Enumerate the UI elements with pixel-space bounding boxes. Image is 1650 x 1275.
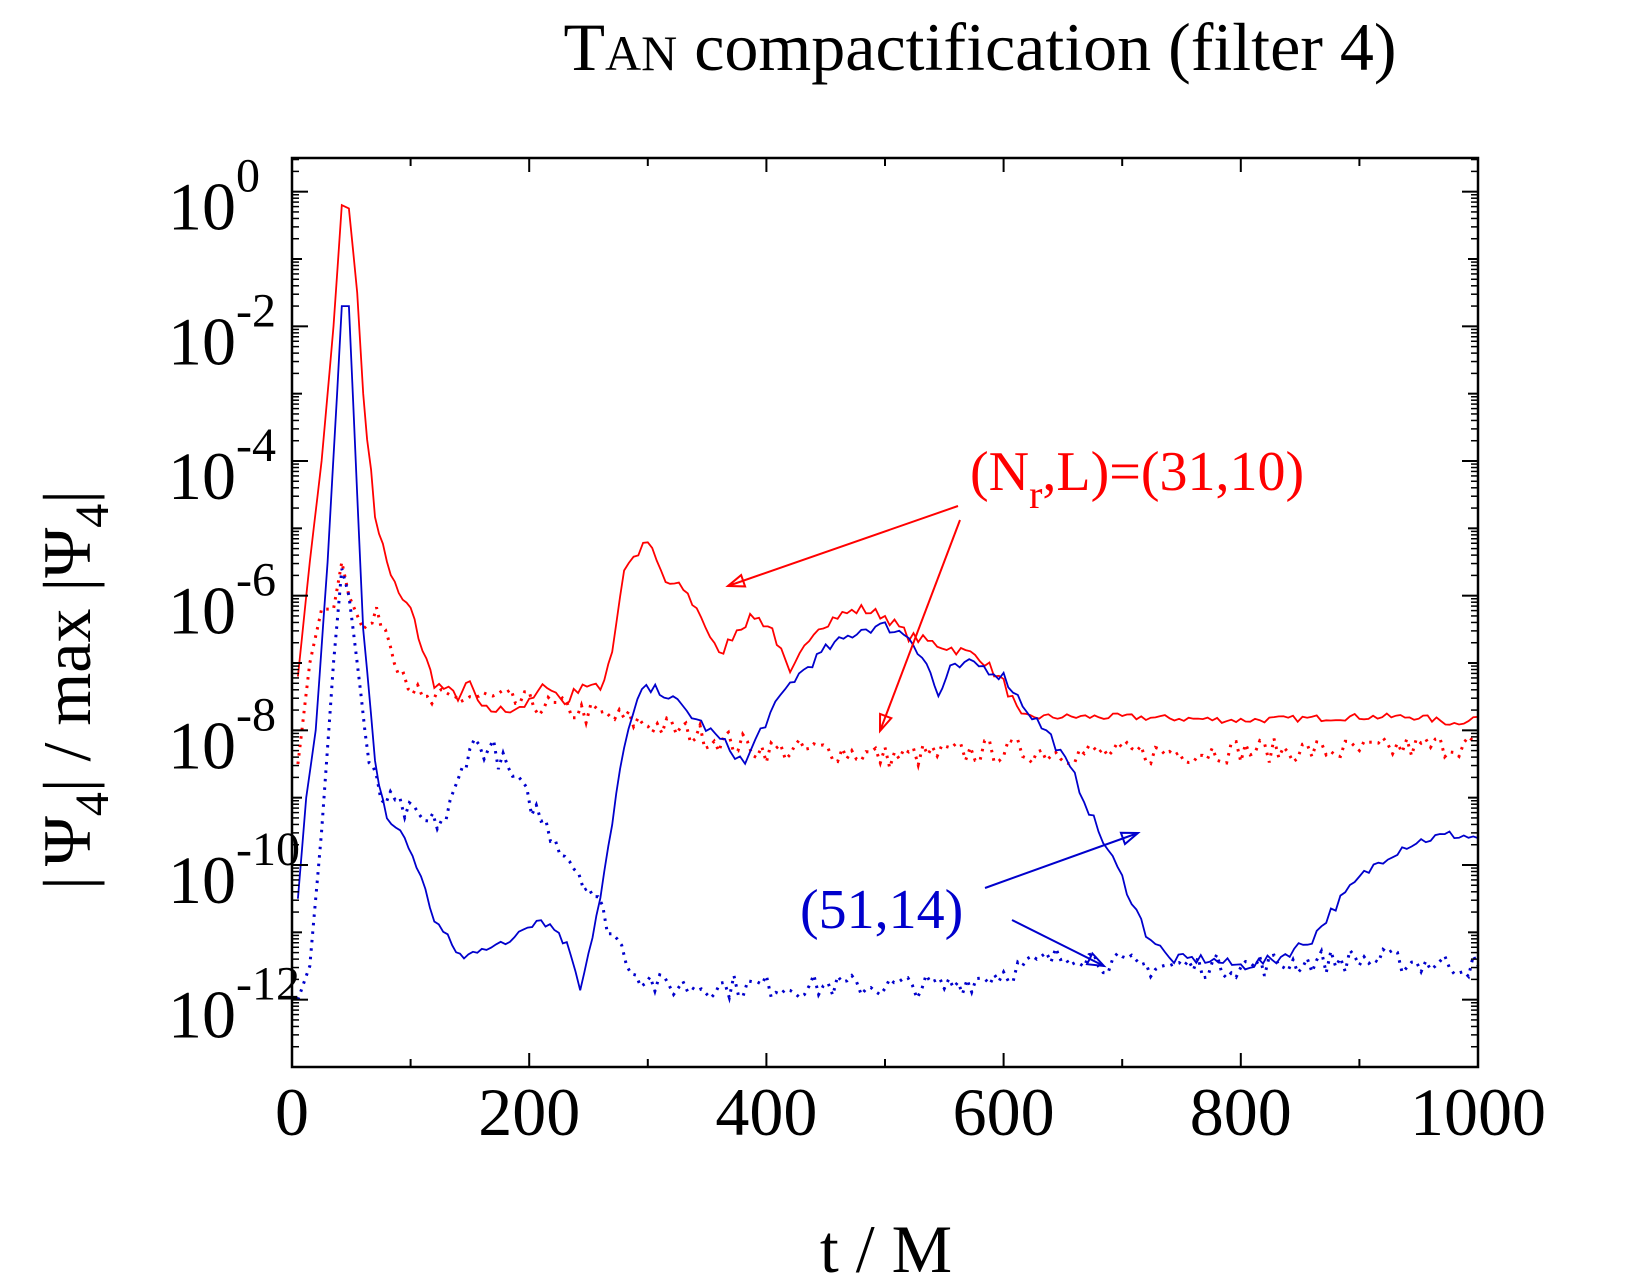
annotation-arrow <box>984 832 1139 889</box>
y-tick-label: 100 <box>168 150 260 245</box>
annotation-arrow <box>879 519 961 732</box>
x-tick-label: 1000 <box>1410 1074 1546 1150</box>
y-tick-label: 10-2 <box>168 284 276 379</box>
y-label-part: Ψ <box>29 816 105 866</box>
y-label-part: | <box>29 876 105 890</box>
annotation-blue: (51,14) <box>800 879 963 941</box>
y-label-part: 4 <box>66 792 119 816</box>
chart-title-part3: compactification (filter 4) <box>677 9 1396 85</box>
x-tick-label: 200 <box>478 1074 580 1150</box>
y-axis-label: |Ψ4| / max |Ψ4| <box>29 490 119 890</box>
series-line <box>296 568 1480 1002</box>
y-tick-label: 10-4 <box>168 419 276 514</box>
y-tick-label: 10-8 <box>168 688 276 783</box>
y-tick-label: 10-12 <box>168 958 300 1053</box>
y-label-part: / max <box>29 592 105 779</box>
annotation-red: (Nr,L)=(31,10) <box>970 441 1304 517</box>
annotation-red-sub: r <box>1029 472 1042 517</box>
annotation-arrow <box>1011 919 1105 967</box>
chart-title: TAN compactification (filter 4) <box>563 9 1396 85</box>
annotation-arrow <box>727 505 959 587</box>
svg-text:|Ψ4| / max |Ψ4|: |Ψ4| / max |Ψ4| <box>29 490 119 890</box>
annotation-red-part2: ,L)=(31,10) <box>1042 441 1304 503</box>
arrow-head <box>1085 951 1107 968</box>
y-label-part: | <box>29 490 105 504</box>
x-axis-label: t / M <box>820 1211 952 1275</box>
annotation-red-part1: (N <box>970 441 1029 503</box>
x-tick-label: 0 <box>275 1074 309 1150</box>
chart-title-part1: T <box>563 9 605 85</box>
series-line <box>297 305 1479 991</box>
y-label-part: | <box>29 578 105 592</box>
x-tick-label: 800 <box>1190 1074 1292 1150</box>
y-label-part: Ψ <box>29 528 105 578</box>
arrow-head <box>725 573 747 588</box>
y-tick-label: 10-10 <box>168 823 300 918</box>
chart-title-part2: AN <box>605 25 677 81</box>
x-tick-label: 600 <box>953 1074 1055 1150</box>
axes: 0 200 400 600 800 1000 100 10-2 10-4 10-6 10-8 10-1… <box>168 150 1546 1150</box>
series-line <box>296 561 1479 774</box>
y-label-part: 4 <box>66 504 119 528</box>
y-tick-label: 10-6 <box>168 554 276 649</box>
arrow-head <box>878 712 893 734</box>
x-tick-label: 400 <box>715 1074 817 1150</box>
annotation-arrows <box>725 505 1141 968</box>
arrow-head <box>1119 831 1141 846</box>
annotation-blue-label: (51,14) <box>800 879 963 941</box>
y-label-part: | <box>29 778 105 792</box>
svg-text:TAN compactification (filter 4: TAN compactification (filter 4) <box>563 9 1396 85</box>
series-line <box>297 203 1479 726</box>
annotation-red-label: (Nr,L)=(31,10) <box>970 441 1304 517</box>
plot-area <box>296 203 1480 1002</box>
